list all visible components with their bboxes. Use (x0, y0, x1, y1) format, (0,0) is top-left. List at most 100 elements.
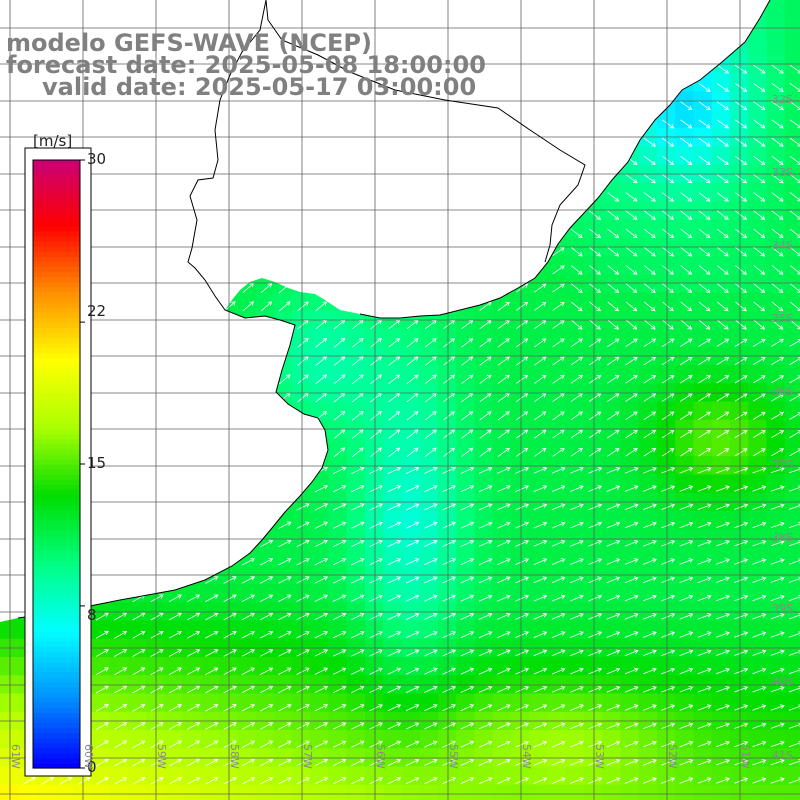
wind-arrow (497, 594, 511, 602)
wind-arrow (679, 613, 694, 620)
wind-arrow (715, 558, 730, 565)
wind-arrow (661, 375, 675, 384)
wind-arrow (478, 740, 493, 748)
wind-arrow (570, 521, 584, 529)
wind-arrow (351, 631, 365, 639)
wind-arrow (497, 503, 511, 511)
wind-arrow (715, 613, 730, 620)
wind-arrow (570, 411, 584, 421)
wind-arrow (95, 740, 109, 749)
wind-arrow (351, 521, 365, 529)
wind-arrow (150, 667, 164, 676)
wind-arrow (552, 393, 565, 402)
wind-arrow (223, 667, 237, 675)
wind-arrow (405, 740, 420, 748)
wind-arrow (405, 758, 420, 766)
wind-arrow (387, 521, 402, 529)
wind-arrow (643, 174, 656, 184)
wind-arrow (551, 704, 566, 711)
wind-arrow (662, 265, 674, 275)
wind-arrow (570, 265, 583, 275)
wind-arrow (279, 374, 291, 385)
wind-arrow (351, 777, 365, 785)
wind-arrow (460, 521, 475, 529)
wind-direction-arrows (22, 64, 800, 785)
wind-arrow (478, 539, 493, 547)
wind-arrow (643, 246, 656, 257)
wind-arrow (279, 301, 291, 312)
wind-arrow (405, 503, 420, 511)
wind-arrow (533, 758, 548, 766)
wind-arrow (734, 722, 749, 729)
wind-arrow (570, 686, 584, 693)
colorbar-tick-22: 22 (87, 302, 107, 320)
wind-arrow (187, 758, 201, 767)
wind-arrow (771, 119, 784, 129)
wind-arrow (278, 722, 292, 730)
wind-arrow (716, 155, 729, 165)
wind-arrow (680, 119, 693, 129)
wind-arrow (625, 301, 638, 312)
wind-arrow (478, 704, 493, 712)
wind-arrow (570, 613, 584, 620)
wind-arrow (570, 283, 583, 293)
wind-arrow (387, 631, 402, 639)
lat-label-41s: 41S (772, 749, 793, 762)
wind-arrow (770, 759, 785, 766)
wind-arrow (460, 777, 475, 785)
wind-arrow (753, 265, 766, 275)
wind-arrow (643, 155, 656, 165)
wind-arrow (424, 740, 438, 748)
wind-arrow (296, 758, 310, 767)
wind-arrow (314, 704, 329, 712)
wind-arrow (132, 776, 146, 785)
wind-arrow (661, 429, 675, 439)
wind-arrow (570, 777, 584, 784)
lon-label-53w: 53W (593, 744, 606, 769)
wind-arrow (333, 447, 346, 458)
wind-arrow (369, 612, 383, 620)
wind-arrow (497, 429, 510, 439)
wind-arrow (771, 101, 784, 111)
colorbar-tick-8: 8 (87, 606, 97, 624)
wind-arrow (734, 704, 749, 711)
wind-arrow (697, 704, 712, 711)
wind-arrow (734, 594, 749, 602)
wind-arrow (662, 228, 675, 239)
wind-arrow (533, 667, 548, 675)
wind-arrow (588, 722, 603, 730)
wind-arrow (205, 777, 219, 785)
wind-arrow (679, 485, 694, 492)
wind-arrow (661, 411, 675, 421)
wind-arrow (132, 703, 146, 712)
wind-arrow (771, 357, 785, 366)
wind-arrow (643, 375, 657, 384)
wind-arrow (607, 393, 620, 402)
wind-arrow (642, 722, 657, 730)
wind-arrow (424, 631, 438, 639)
wind-arrow (22, 776, 36, 785)
wind-arrow (753, 210, 766, 220)
wind-arrow (460, 539, 475, 547)
wind-arrow (697, 613, 712, 620)
wind-arrow (771, 319, 784, 330)
wind-arrow (497, 301, 510, 311)
wind-arrow (351, 539, 365, 548)
wind-arrow (205, 612, 219, 621)
wind-arrow (315, 356, 328, 366)
wind-arrow (388, 374, 401, 385)
wind-arrow (314, 539, 329, 548)
wind-arrow (697, 467, 712, 474)
wind-arrow (698, 301, 711, 312)
wind-arrow (606, 540, 621, 547)
wind-arrow (752, 467, 767, 474)
wind-arrow (698, 137, 711, 147)
wind-arrow (551, 539, 566, 547)
wind-arrow (461, 411, 474, 421)
wind-arrow (534, 301, 547, 311)
wind-arrow (551, 594, 566, 602)
wind-arrow (735, 283, 747, 293)
wind-arrow (205, 740, 219, 748)
wind-arrow (735, 174, 748, 184)
wind-arrow (679, 777, 694, 784)
